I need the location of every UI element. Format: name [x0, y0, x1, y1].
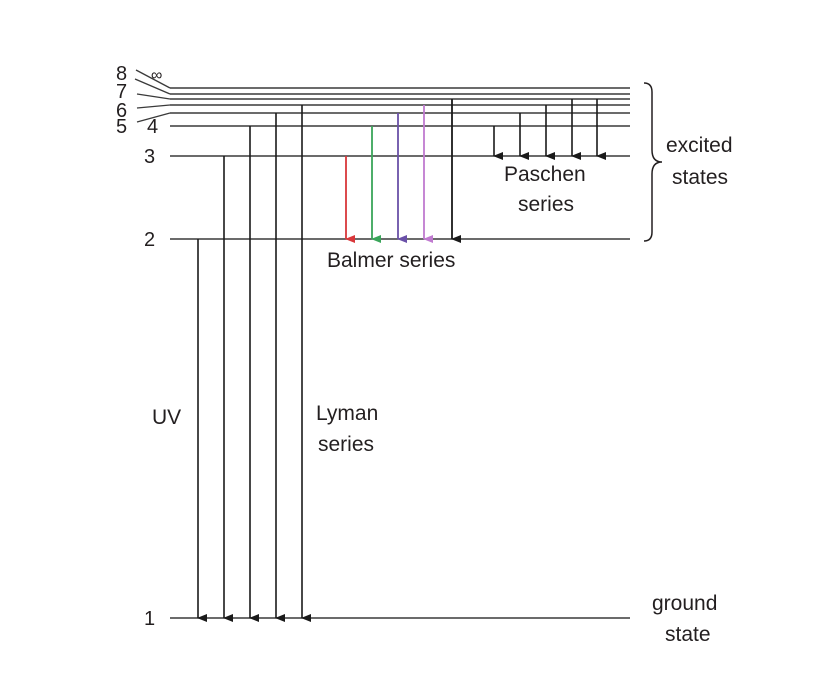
lyman-label-line2: series — [318, 433, 374, 456]
excited-label-line1: excited — [666, 134, 733, 157]
level-label-3: 3 — [144, 146, 155, 168]
ground-label-line2: state — [665, 623, 711, 646]
level-label-infinity: ∞ — [151, 67, 162, 84]
lyman-arrows — [198, 105, 302, 618]
level-label-8: 8 — [116, 63, 127, 85]
excited-label-line2: states — [672, 166, 728, 189]
balmer-arrows — [346, 99, 452, 239]
balmer-label: Balmer series — [327, 249, 455, 272]
level-label-4: 4 — [147, 116, 158, 138]
paschen-label-line1: Paschen — [504, 163, 586, 186]
level-label-6: 6 — [116, 100, 127, 122]
excited-states-brace — [644, 83, 662, 241]
level-label-2: 2 — [144, 229, 155, 251]
lyman-label-line1: Lyman — [316, 402, 378, 425]
level-label-1: 1 — [144, 608, 155, 630]
level-numbers: 1 2 3 4 5 6 7 8 ∞ — [116, 63, 162, 630]
uv-label: UV — [152, 406, 181, 429]
paschen-arrows — [494, 99, 597, 156]
ground-label-line1: ground — [652, 592, 717, 615]
paschen-label-line2: series — [518, 193, 574, 216]
